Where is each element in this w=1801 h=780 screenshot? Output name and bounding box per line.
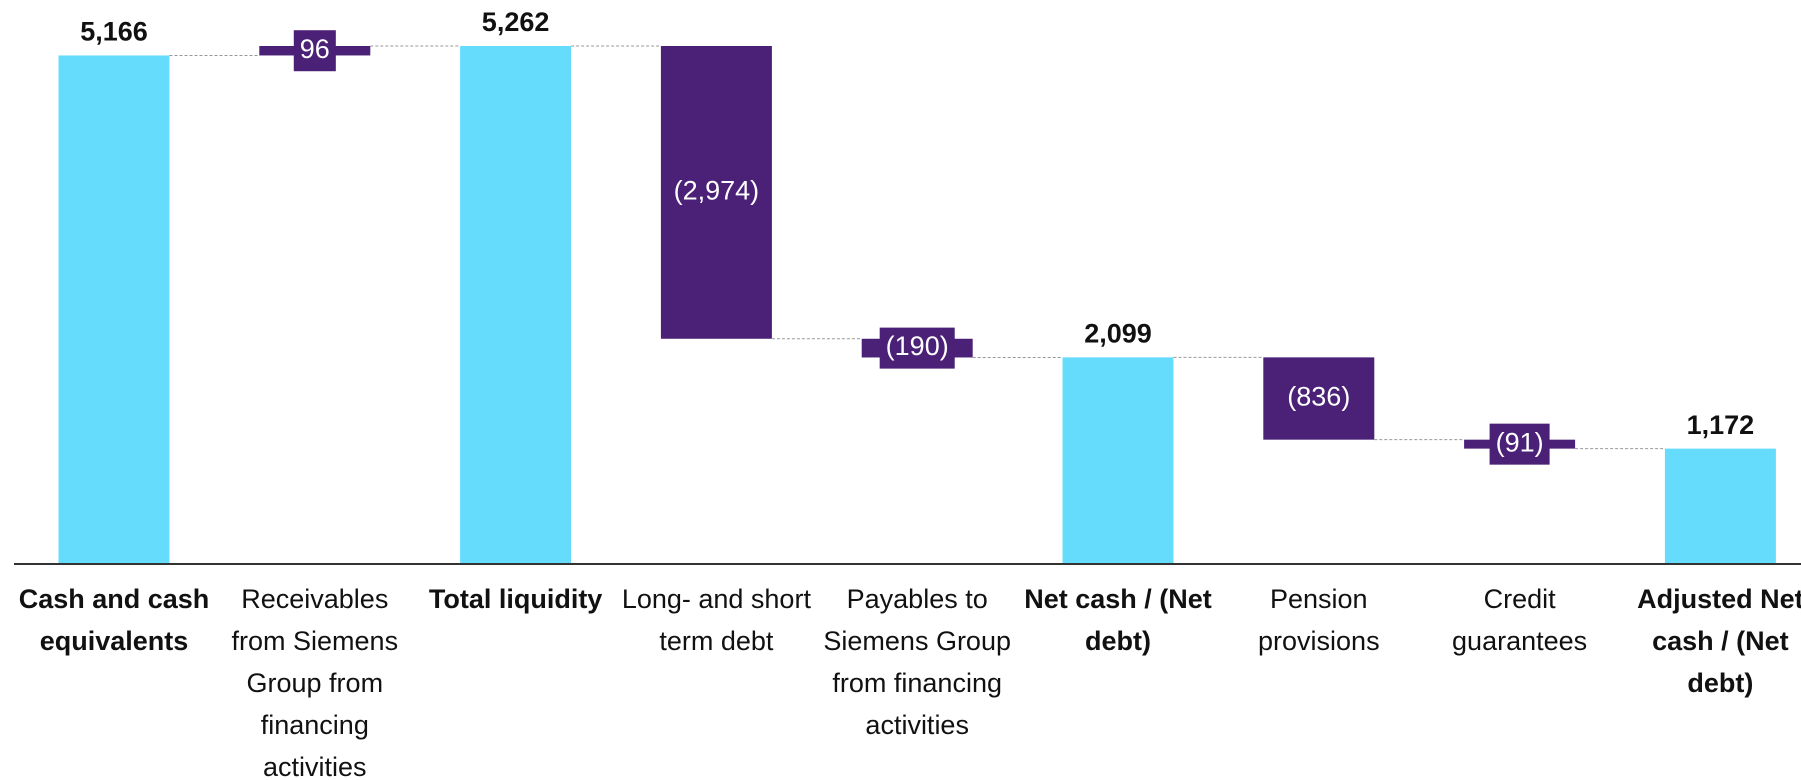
- value-label: 96: [300, 34, 330, 64]
- value-label-box: [1489, 423, 1550, 465]
- value-label: 1,172: [1687, 410, 1755, 440]
- x-tick-label: Net cash / (Net debt): [1024, 584, 1212, 656]
- value-label: (836): [1287, 382, 1350, 412]
- bar: [58, 55, 170, 564]
- value-label: (91): [1496, 427, 1544, 457]
- bar: [1062, 357, 1174, 564]
- bar: [460, 46, 572, 564]
- value-label: 5,262: [482, 7, 550, 37]
- x-tick-label: Payables to Siemens Group from financing…: [823, 584, 1011, 740]
- x-tick-label: Receivables from Siemens Group from fina…: [231, 584, 399, 780]
- x-tick-label: Long- and short term debt: [621, 584, 811, 656]
- value-label-box: [1281, 378, 1357, 420]
- x-tick-label: Pension provisions: [1258, 584, 1380, 656]
- value-label: 5,166: [80, 17, 148, 47]
- x-tick-label: Credit guarantees: [1452, 584, 1588, 656]
- value-label-box: [293, 30, 336, 72]
- x-tick-label: Total liquidity: [428, 584, 603, 614]
- bar: [1664, 448, 1776, 564]
- value-label: 2,099: [1084, 318, 1152, 348]
- x-tick-label: Adjusted Net cash / (Net debt): [1637, 584, 1801, 698]
- x-tick-label: Cash and cash equivalents: [18, 584, 210, 656]
- value-label: (2,974): [674, 176, 760, 206]
- value-label-box: [879, 327, 955, 369]
- value-label-box: [667, 171, 766, 213]
- value-label: (190): [886, 331, 949, 361]
